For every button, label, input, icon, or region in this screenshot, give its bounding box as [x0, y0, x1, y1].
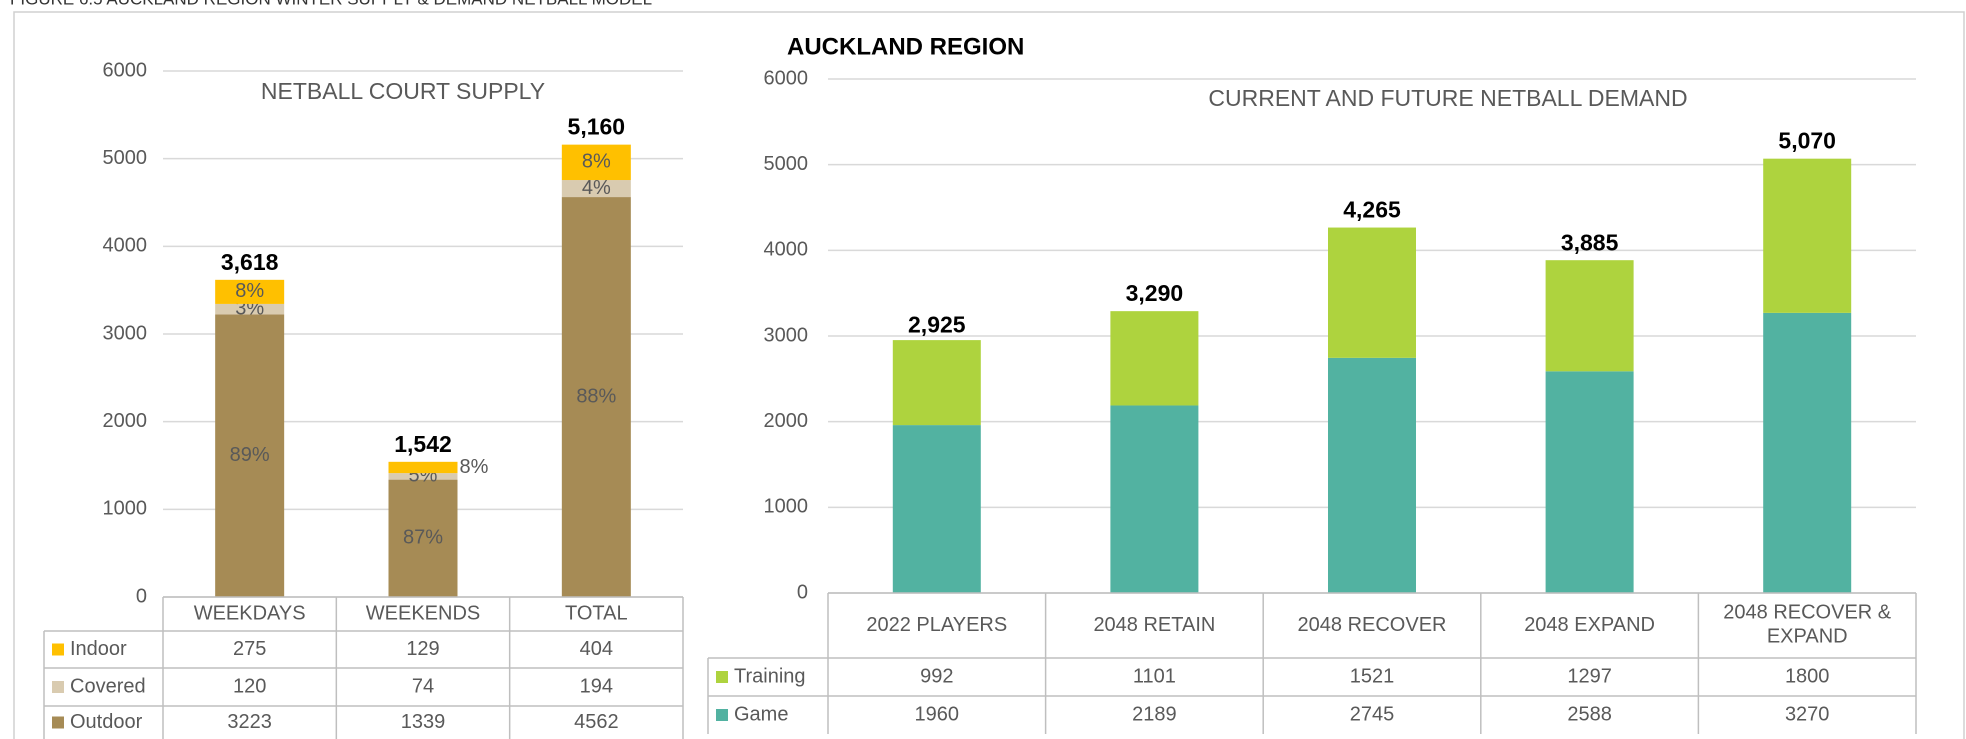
- total-label: 3,618: [221, 249, 279, 275]
- table-cell: 1339: [401, 711, 446, 733]
- table-cell: 992: [920, 665, 953, 687]
- chart-title: CURRENT AND FUTURE NETBALL DEMAND: [1208, 85, 1687, 111]
- table-cell: 74: [412, 675, 434, 697]
- table-cell: 194: [580, 675, 613, 697]
- table-cell: 1800: [1785, 665, 1830, 687]
- percent-label: 8%: [235, 280, 264, 302]
- legend-swatch: [52, 716, 64, 729]
- table-cell: 120: [233, 675, 266, 697]
- total-label: 4,265: [1343, 197, 1401, 223]
- legend-swatch: [716, 671, 728, 683]
- bar-segment: [561, 197, 631, 597]
- y-tick-label: 4000: [103, 235, 148, 257]
- total-label: 1,542: [394, 431, 452, 457]
- table-cell: 275: [233, 638, 266, 660]
- table-cell: 404: [580, 638, 613, 660]
- percent-label: 89%: [230, 444, 270, 466]
- legend-swatch: [716, 709, 728, 721]
- total-label: 3,290: [1126, 280, 1184, 306]
- y-tick-label: 6000: [764, 67, 809, 89]
- percent-label: 87%: [403, 527, 443, 549]
- y-tick-label: 5000: [764, 153, 809, 175]
- y-tick-label: 0: [136, 585, 147, 607]
- bar-segment: [215, 279, 285, 304]
- x-tick-label: 2048 RECOVER & EXPAND: [1723, 602, 1892, 648]
- bar-segment: [388, 461, 458, 474]
- legend-label: Covered: [70, 675, 146, 697]
- bar-segment: [1110, 311, 1199, 406]
- total-label: 5,160: [568, 114, 626, 140]
- percent-label: 88%: [576, 385, 616, 407]
- x-tick-label: 2048 RETAIN: [1093, 614, 1215, 636]
- bar-segment: [1763, 158, 1852, 313]
- table-cell: 3223: [227, 711, 272, 733]
- y-tick-label: 3000: [103, 322, 148, 344]
- y-tick-label: 6000: [103, 59, 148, 81]
- y-tick-label: 1000: [103, 498, 148, 520]
- total-label: 5,070: [1778, 128, 1836, 154]
- y-tick-label: 2000: [103, 410, 148, 432]
- bar-segment: [215, 314, 285, 597]
- table-cell: 2745: [1350, 703, 1395, 725]
- table-cell: 1960: [915, 703, 960, 725]
- y-tick-label: 0: [797, 581, 808, 603]
- bar-segment: [561, 144, 631, 181]
- x-tick-label: WEEKENDS: [366, 602, 480, 624]
- bar-segment: [561, 180, 631, 198]
- legend-label: Training: [734, 665, 806, 687]
- table-cell: 1297: [1567, 665, 1612, 687]
- bar-segment: [1763, 312, 1852, 593]
- bar-segment: [388, 479, 458, 597]
- percent-label: 8%: [582, 151, 611, 173]
- table-cell: 129: [406, 638, 439, 660]
- x-tick-label: 2048 EXPAND: [1524, 614, 1655, 636]
- chart-title: NETBALL COURT SUPPLY: [261, 78, 545, 104]
- bar-segment: [1545, 371, 1634, 593]
- frame: [13, 11, 1965, 739]
- figure-title: FIGURE 6.5 AUCKLAND REGION WINTER SUPPLY…: [10, 0, 652, 8]
- legend-swatch: [52, 643, 64, 656]
- bar-segment: [1328, 357, 1416, 593]
- y-tick-label: 1000: [764, 496, 809, 518]
- bar-segment: [1110, 405, 1199, 593]
- y-tick-label: 2000: [764, 410, 809, 432]
- total-label: 3,885: [1561, 229, 1619, 255]
- table-cell: 4562: [574, 711, 619, 733]
- x-tick-label: TOTAL: [565, 602, 628, 624]
- legend-label: Outdoor: [70, 711, 143, 733]
- table-cell: 3270: [1785, 703, 1830, 725]
- bar-segment: [892, 340, 981, 426]
- y-tick-label: 4000: [764, 239, 809, 261]
- percent-label: 4%: [582, 177, 611, 199]
- table-cell: 2588: [1567, 703, 1612, 725]
- y-tick-label: 3000: [764, 324, 809, 346]
- legend-label: Game: [734, 703, 788, 725]
- y-tick-label: 5000: [103, 147, 148, 169]
- bar-segment: [892, 425, 981, 593]
- table-cell: 1101: [1133, 665, 1176, 687]
- x-tick-label: 2022 PLAYERS: [866, 614, 1007, 636]
- total-label: 2,925: [908, 312, 966, 338]
- table-cell: 2189: [1132, 703, 1177, 725]
- legend-swatch: [52, 681, 64, 693]
- bar-segment: [1328, 227, 1416, 358]
- legend-label: Indoor: [70, 638, 127, 660]
- x-tick-label: 2048 RECOVER: [1298, 614, 1447, 636]
- chart-header: AUCKLAND REGION: [787, 33, 1024, 60]
- percent-label: 8%: [460, 456, 489, 478]
- bar-segment: [215, 303, 285, 315]
- bar-segment: [1545, 260, 1634, 372]
- x-tick-label: WEEKDAYS: [194, 602, 306, 624]
- bar-segment: [388, 473, 458, 480]
- table-cell: 1521: [1350, 665, 1395, 687]
